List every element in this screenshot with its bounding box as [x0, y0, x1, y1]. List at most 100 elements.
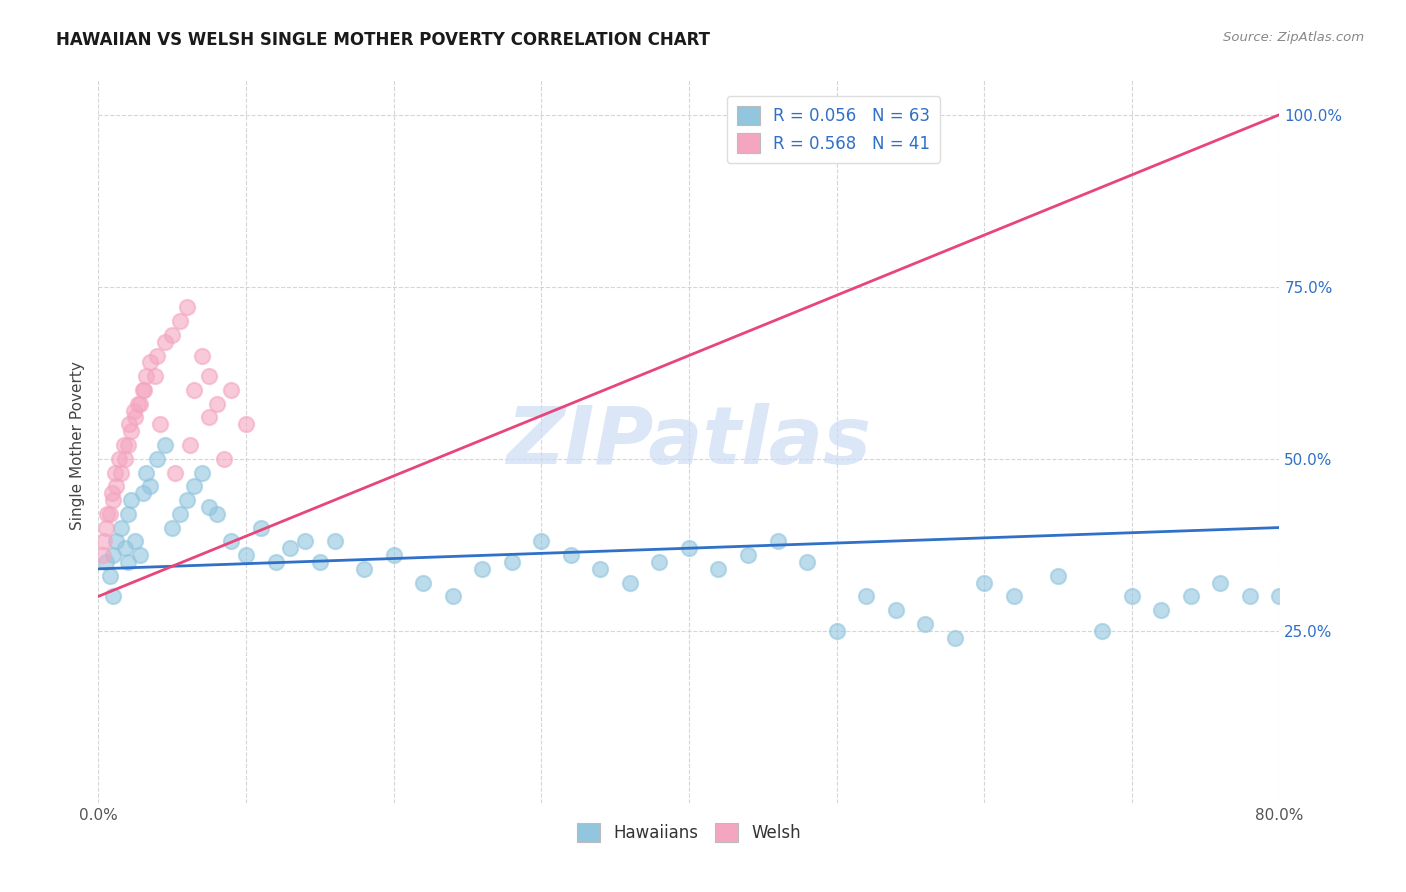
Point — [103, 590, 125, 604]
Point — [560, 548, 582, 562]
Point — [501, 555, 523, 569]
Point — [914, 616, 936, 631]
Point — [353, 562, 375, 576]
Legend: Hawaiians, Welsh: Hawaiians, Welsh — [569, 816, 808, 848]
Point — [250, 520, 273, 534]
Point — [412, 575, 434, 590]
Point — [120, 493, 142, 508]
Point — [264, 555, 287, 569]
Point — [165, 466, 187, 480]
Point — [1091, 624, 1114, 638]
Point — [1180, 590, 1202, 604]
Point — [796, 555, 818, 569]
Point — [104, 466, 127, 480]
Point — [108, 451, 131, 466]
Point — [135, 369, 157, 384]
Point — [1047, 568, 1070, 582]
Point — [139, 479, 162, 493]
Point — [103, 493, 125, 508]
Point — [128, 548, 150, 562]
Point — [162, 327, 183, 342]
Point — [221, 383, 243, 397]
Point — [707, 562, 730, 576]
Point — [117, 438, 139, 452]
Point — [149, 417, 172, 432]
Point — [309, 555, 332, 569]
Point — [280, 541, 302, 556]
Point — [530, 534, 553, 549]
Point — [114, 451, 136, 466]
Point — [176, 493, 198, 508]
Point — [235, 417, 257, 432]
Point — [1209, 575, 1232, 590]
Point — [176, 301, 198, 315]
Point — [1268, 590, 1291, 604]
Point — [94, 520, 117, 534]
Point — [1150, 603, 1173, 617]
Point — [1239, 590, 1261, 604]
Point — [221, 534, 243, 549]
Point — [205, 397, 228, 411]
Point — [91, 548, 114, 562]
Text: ZIPatlas: ZIPatlas — [506, 402, 872, 481]
Point — [124, 410, 146, 425]
Text: Single Mother Poverty: Single Mother Poverty — [70, 361, 84, 531]
Point — [737, 548, 759, 562]
Point — [110, 466, 132, 480]
Point — [825, 624, 848, 638]
Point — [1121, 590, 1143, 604]
Point — [98, 507, 121, 521]
Point — [114, 541, 136, 556]
Point — [162, 520, 183, 534]
Point — [183, 383, 205, 397]
Point — [884, 603, 907, 617]
Point — [179, 438, 201, 452]
Point — [169, 507, 191, 521]
Text: HAWAIIAN VS WELSH SINGLE MOTHER POVERTY CORRELATION CHART: HAWAIIAN VS WELSH SINGLE MOTHER POVERTY … — [56, 31, 710, 49]
Point — [122, 403, 145, 417]
Point — [103, 548, 125, 562]
Point — [943, 631, 966, 645]
Point — [183, 479, 205, 493]
Point — [766, 534, 789, 549]
Point — [120, 424, 142, 438]
Point — [855, 590, 877, 604]
Point — [124, 534, 146, 549]
Point — [146, 349, 169, 363]
Point — [198, 500, 221, 514]
Point — [135, 466, 157, 480]
Point — [212, 451, 235, 466]
Point — [198, 369, 221, 384]
Point — [118, 417, 141, 432]
Point — [153, 334, 176, 349]
Point — [117, 507, 139, 521]
Point — [973, 575, 995, 590]
Point — [471, 562, 494, 576]
Point — [132, 383, 155, 397]
Point — [169, 314, 191, 328]
Point — [589, 562, 612, 576]
Point — [127, 397, 149, 411]
Point — [96, 507, 118, 521]
Point — [112, 438, 135, 452]
Point — [146, 451, 169, 466]
Point — [191, 466, 214, 480]
Point — [110, 520, 132, 534]
Point — [94, 555, 117, 569]
Point — [1002, 590, 1025, 604]
Point — [143, 369, 166, 384]
Point — [105, 479, 128, 493]
Point — [132, 486, 155, 500]
Point — [117, 555, 139, 569]
Point — [205, 507, 228, 521]
Point — [294, 534, 316, 549]
Point — [134, 383, 156, 397]
Point — [323, 534, 346, 549]
Point — [105, 534, 128, 549]
Point — [678, 541, 700, 556]
Point — [139, 355, 162, 369]
Point — [98, 568, 121, 582]
Point — [235, 548, 257, 562]
Point — [93, 534, 115, 549]
Point — [619, 575, 641, 590]
